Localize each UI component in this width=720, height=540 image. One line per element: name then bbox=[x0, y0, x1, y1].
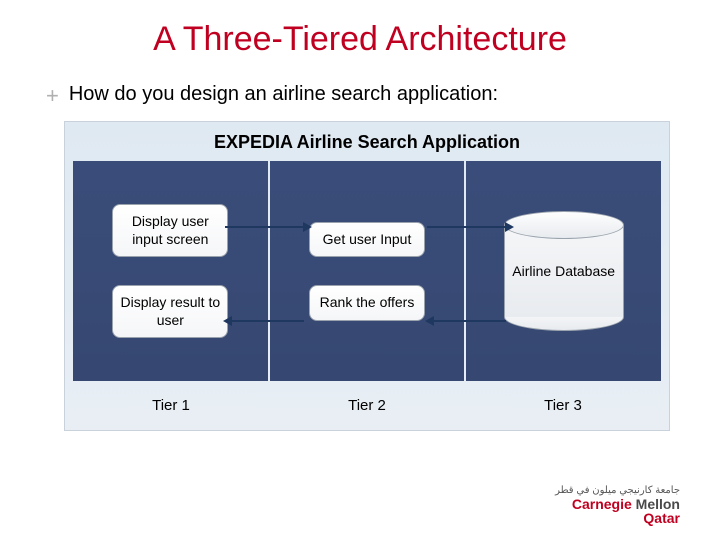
footer-logo: جامعة كارنيجي ميلون في قطر Carnegie Mell… bbox=[555, 486, 680, 526]
bullet-marker: + bbox=[46, 85, 59, 107]
logo-qatar: Qatar bbox=[555, 511, 680, 526]
tier-column-3: Airline Database bbox=[466, 161, 661, 381]
bullet-text: How do you design an airline search appl… bbox=[69, 83, 498, 106]
tier-column-1: Display user input screen Display result… bbox=[73, 161, 268, 381]
tier-column-2: Get user Input Rank the offers bbox=[270, 161, 465, 381]
logo-mellon: Mellon bbox=[636, 496, 680, 512]
tier-1-label: Tier 1 bbox=[73, 397, 269, 414]
node-display-input-screen: Display user input screen bbox=[112, 204, 228, 257]
diagram-header: EXPEDIA Airline Search Application bbox=[65, 122, 669, 161]
tier-2-label: Tier 2 bbox=[269, 397, 465, 414]
node-display-result: Display result to user bbox=[112, 285, 228, 338]
tier-3-label: Tier 3 bbox=[465, 397, 661, 414]
tier-labels-row: Tier 1 Tier 2 Tier 3 bbox=[65, 385, 669, 430]
node-get-user-input: Get user Input bbox=[309, 222, 425, 258]
logo-line1: Carnegie Mellon bbox=[555, 497, 680, 512]
logo-carnegie: Carnegie bbox=[572, 496, 636, 512]
node-rank-offers: Rank the offers bbox=[309, 285, 425, 321]
database-cylinder: Airline Database bbox=[504, 211, 624, 331]
page-title: A Three-Tiered Architecture bbox=[40, 20, 680, 59]
database-label: Airline Database bbox=[512, 262, 615, 280]
bullet-row: + How do you design an airline search ap… bbox=[46, 83, 680, 107]
diagram-panel: EXPEDIA Airline Search Application Displ… bbox=[64, 121, 670, 431]
